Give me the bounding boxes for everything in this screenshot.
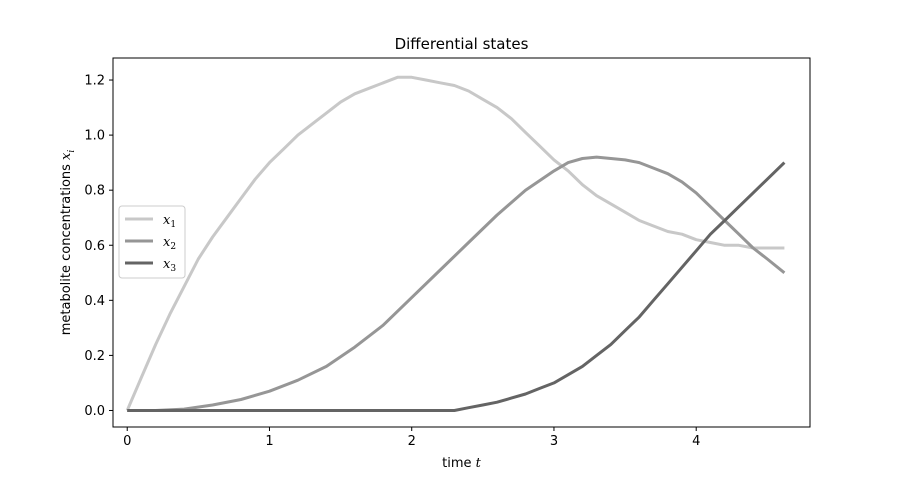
y-tick-label: 0.4 bbox=[84, 294, 105, 309]
legend-label: x2 bbox=[163, 235, 176, 252]
y-tick-label: 0.8 bbox=[84, 184, 105, 199]
y-tick-label: 0.2 bbox=[84, 349, 105, 364]
series-line-x1 bbox=[125, 75, 785, 412]
y-axis-label-text: metabolite concentrations bbox=[59, 160, 74, 335]
series-line-x2 bbox=[127, 155, 786, 412]
x-tick-label: 4 bbox=[692, 434, 700, 449]
x-axis-label: time t bbox=[442, 456, 482, 471]
y-axis-label: metabolite concentrations xi bbox=[59, 150, 77, 336]
y-axis-label-var: x bbox=[59, 152, 74, 160]
y-tick-label: 0.6 bbox=[84, 239, 105, 254]
y-tick-label: 0.0 bbox=[84, 404, 105, 419]
x-tick-label: 0 bbox=[123, 434, 131, 449]
ticks-layer: 0 1 2 3 4 0.0 0.2 0.4 0.6 0.8 1.0 1.2 bbox=[84, 74, 700, 449]
y-axis-label-sub: i bbox=[67, 150, 77, 153]
y-tick-label: 1.2 bbox=[84, 74, 105, 89]
x-axis-label-var: t bbox=[476, 456, 482, 471]
series-line-x3 bbox=[127, 161, 786, 412]
y-tick-label: 1.0 bbox=[84, 129, 105, 144]
legend: x1 x2 x3 bbox=[118, 205, 186, 279]
x-tick-label: 1 bbox=[265, 434, 273, 449]
series-layer bbox=[125, 75, 786, 412]
legend-label: x1 bbox=[163, 213, 176, 230]
axes-frame bbox=[112, 57, 811, 428]
legend-label: x3 bbox=[163, 257, 176, 274]
chart-title: Differential states bbox=[395, 35, 529, 53]
x-tick-label: 3 bbox=[550, 434, 558, 449]
x-axis-label-text: time bbox=[442, 456, 476, 471]
x-tick-label: 2 bbox=[408, 434, 416, 449]
